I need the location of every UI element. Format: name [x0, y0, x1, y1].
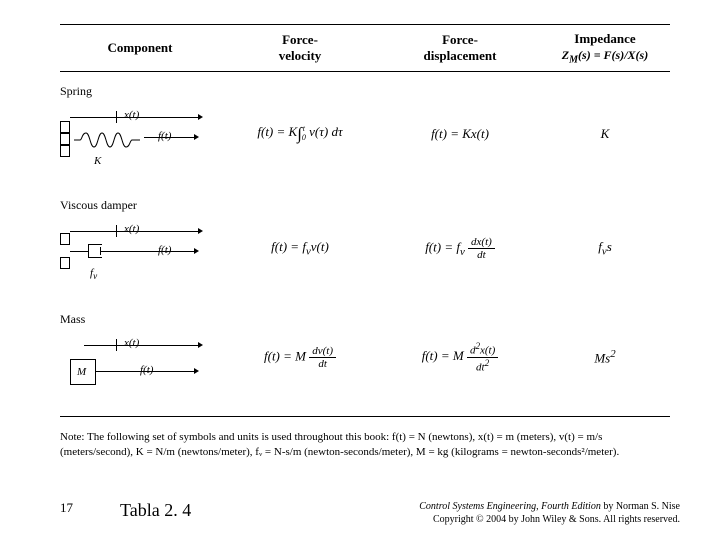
- table-caption: Tabla 2. 4: [120, 500, 300, 521]
- mass-xt: x(t): [124, 337, 139, 349]
- credits: Control Systems Engineering, Fourth Edit…: [300, 500, 680, 526]
- note-text: Note: The following set of symbols and u…: [60, 430, 670, 460]
- mass-fv-num: dv(t): [309, 345, 336, 358]
- damper-fv-sym: fv: [90, 267, 97, 281]
- hdr-fd-a: Force-: [442, 32, 478, 47]
- spring-k: K: [94, 155, 101, 167]
- damper-ft: f(t): [158, 244, 171, 256]
- hdr-fv-b: velocity: [279, 48, 322, 63]
- mass-ft: f(t): [140, 364, 153, 376]
- spring-ft: f(t): [158, 130, 171, 142]
- damper-label: Viscous damper: [60, 198, 220, 213]
- hdr-imp-rest: (s) = F(s)/X(s): [578, 48, 648, 62]
- col-header-force-displacement: Force- displacement: [380, 32, 540, 64]
- spring-fv: f(t) = K∫t0 v(τ) dτ: [220, 124, 380, 144]
- spring-fv-ul: t: [302, 124, 306, 133]
- damper-fv-b: v(t): [311, 239, 329, 254]
- book-author: by Norman S. Nise: [601, 501, 680, 512]
- mass-fd-da: dt: [476, 362, 485, 374]
- spring-fv-ll: 0: [302, 133, 306, 142]
- damper-fv-a: f(t) = f: [271, 239, 306, 254]
- book-title: Control Systems Engineering, Fourth Edit…: [419, 501, 601, 512]
- row-spring: Spring x(t) f(t) K: [60, 84, 670, 184]
- col-header-force-velocity: Force- velocity: [220, 32, 380, 64]
- header-row: Component Force- velocity Force- displac…: [60, 25, 670, 71]
- table-region: Component Force- velocity Force- displac…: [60, 24, 670, 417]
- damper-imp-s: s: [607, 239, 612, 254]
- damper-fd-num: dx(t): [468, 236, 495, 249]
- hdr-imp-a: Impedance: [574, 31, 635, 46]
- mass-fv-lhs: f(t) = M: [264, 348, 306, 363]
- row-damper: Viscous damper x(t) f(t) fv: [60, 198, 670, 298]
- damper-fd-lhs: f(t) = f: [425, 239, 460, 254]
- spring-label: Spring: [60, 84, 220, 99]
- table-body: Spring x(t) f(t) K: [60, 72, 670, 402]
- spring-coil-icon: [74, 131, 144, 149]
- spring-fd: f(t) = Kx(t): [380, 126, 540, 142]
- mass-fd: f(t) = M d2x(t) dt2: [380, 341, 540, 373]
- footer-bar: 17 Tabla 2. 4 Control Systems Engineerin…: [60, 500, 680, 526]
- damper-diagram: x(t) f(t) fv: [60, 217, 210, 292]
- mass-fd-lhs: f(t) = M: [422, 348, 464, 363]
- hdr-fv-a: Force-: [282, 32, 318, 47]
- hdr-fd-b: displacement: [424, 48, 497, 63]
- rule-body-bottom: [60, 416, 670, 417]
- mass-imp-m: Ms: [594, 351, 610, 366]
- damper-fv: f(t) = fvv(t): [220, 239, 380, 258]
- copyright: Copyright © 2004 by John Wiley & Sons. A…: [433, 514, 680, 525]
- mass-label: Mass: [60, 312, 220, 327]
- spring-diagram: x(t) f(t) K: [60, 103, 210, 178]
- damper-imp: fvs: [540, 239, 670, 258]
- mass-diagram: x(t) M f(t): [60, 331, 210, 406]
- spring-fv-body: v(τ) dτ: [309, 124, 342, 139]
- damper-fd-den: dt: [468, 249, 495, 261]
- damper-fd: f(t) = fv dx(t)dt: [380, 236, 540, 261]
- spring-fv-lhs: f(t) = K: [257, 124, 297, 139]
- spring-imp: K: [540, 126, 670, 142]
- mass-fd-db: 2: [485, 358, 490, 368]
- row-mass: Mass x(t) M f(t) f(t) = M dv(t)dt: [60, 312, 670, 402]
- hdr-imp-formula: ZM(s) = F(s)/X(s): [562, 48, 648, 62]
- page-number: 17: [60, 500, 120, 516]
- mass-imp-sq: 2: [610, 348, 615, 360]
- damper-xt: x(t): [124, 223, 139, 235]
- mass-fd-nc: x(t): [480, 345, 495, 357]
- damper-fv-v: v: [93, 272, 97, 282]
- damper-fd-sub: v: [460, 246, 465, 258]
- mass-m: M: [77, 366, 86, 378]
- mass-fv-den: dt: [309, 358, 336, 370]
- spring-xt: x(t): [124, 109, 139, 121]
- mass-fv: f(t) = M dv(t)dt: [220, 345, 380, 370]
- col-header-impedance: Impedance ZM(s) = F(s)/X(s): [540, 31, 670, 65]
- mass-imp: Ms2: [540, 348, 670, 366]
- col-header-component: Component: [60, 40, 220, 56]
